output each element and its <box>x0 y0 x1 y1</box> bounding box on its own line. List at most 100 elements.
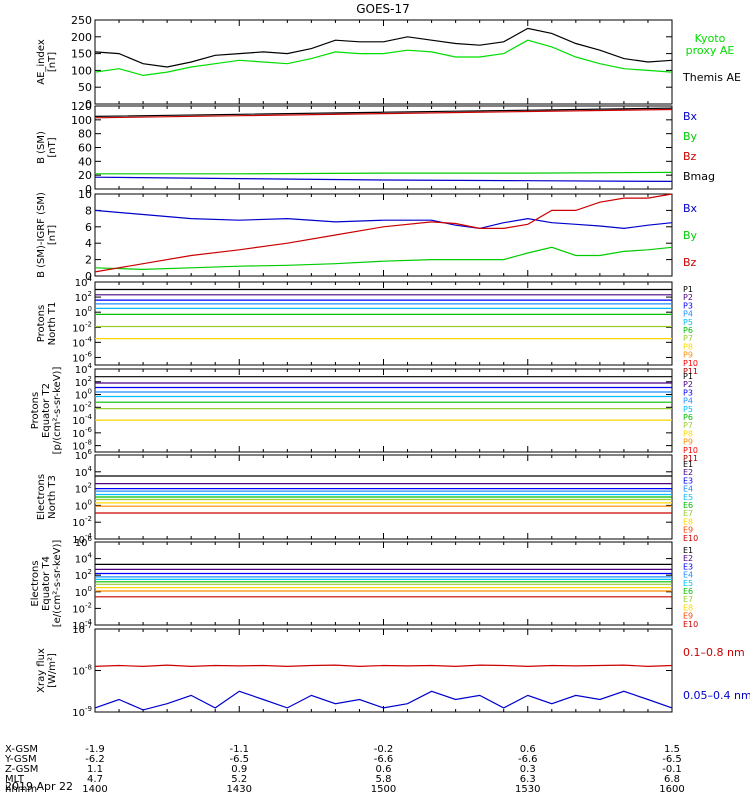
y-tick-label: 4 <box>85 237 92 250</box>
y-axis-label: Xray flux <box>36 648 47 693</box>
y-tick-label: 10-4 <box>72 532 92 546</box>
y-axis-label: Protons <box>36 305 47 342</box>
legend-entry: P3 <box>683 388 693 397</box>
y-tick-label: 6 <box>85 221 92 234</box>
legend-entry: Bx <box>683 202 698 215</box>
legend-entry: P1 <box>683 285 693 294</box>
x-axis-value: 5.2 <box>231 774 247 785</box>
legend-entry: E8 <box>683 517 693 526</box>
y-tick-label: 102 <box>75 290 92 304</box>
y-tick-label: 104 <box>75 552 93 566</box>
x-axis-value: 1600 <box>659 784 684 795</box>
x-axis-value: 1.5 <box>664 744 680 755</box>
series-bx <box>94 209 673 230</box>
legend-entry: E9 <box>683 526 693 535</box>
legend-entry: E3 <box>683 476 693 485</box>
y-tick-label: 100 <box>71 114 92 127</box>
legend-entry: P5 <box>683 318 693 327</box>
y-axis-label: [p/(cm²-s-sr-keV)] <box>52 367 63 455</box>
legend-entry: E6 <box>683 501 693 510</box>
legend-entry: Bz <box>683 150 697 163</box>
legend-entry: Themis AE <box>682 71 741 84</box>
legend-entry: P2 <box>683 293 693 302</box>
panel-ee: 10-4 10-2 100 102 104 106 Electrons Equator T4[… <box>30 535 698 632</box>
y-axis-label: Equator T2 <box>41 383 52 438</box>
legend-entry: P7 <box>683 334 693 343</box>
x-axis-value: 0.6 <box>520 744 536 755</box>
legend-entry: P4 <box>683 310 693 319</box>
y-tick-label: 10-8 <box>72 664 92 678</box>
x-axis-value: 1.1 <box>87 764 103 775</box>
panel-frame <box>94 193 673 277</box>
panel-frame <box>94 628 673 713</box>
x-axis-value: 0.9 <box>231 764 247 775</box>
legend-entry: P8 <box>683 429 693 438</box>
panel-frame <box>94 19 673 105</box>
date-label: 2019 Apr 22 <box>5 780 73 793</box>
y-tick-label: 100 <box>75 305 92 319</box>
legend-entry: E10 <box>683 534 698 543</box>
legend-entry: E1 <box>683 460 693 469</box>
x-axis-value: -6.5 <box>229 754 249 765</box>
legend-entry: P11 <box>683 367 698 376</box>
y-axis-label: North T1 <box>47 302 58 346</box>
x-axis-value: 1400 <box>82 784 107 795</box>
y-tick-label: 20 <box>78 169 92 182</box>
legend-entry: Bz <box>683 256 697 269</box>
y-axis-label: Electrons <box>30 560 41 606</box>
legend-entry: P9 <box>683 438 693 447</box>
y-tick-label: 10-6 <box>72 426 92 440</box>
legend-entry: Bmag <box>683 170 715 183</box>
y-tick-label: 104 <box>75 362 93 376</box>
x-axis-table: X-GSM -1.9 -1.1 -0.2 0.6 1.5 Y-GSM -6.2 -6.5 -6.6… <box>4 744 685 795</box>
y-tick-label: 10-2 <box>72 400 92 414</box>
y-axis-label: [e/(cm²-s-sr-keV)] <box>52 540 63 628</box>
y-tick-label: 100 <box>75 388 92 402</box>
x-axis-value: 1500 <box>371 784 396 795</box>
y-tick-label: 106 <box>75 535 93 549</box>
legend-entry: P6 <box>683 326 693 335</box>
legend-entry: By <box>683 130 698 143</box>
legend-entry: P11 <box>683 454 698 463</box>
y-tick-label: 150 <box>71 48 92 61</box>
legend-entry: P9 <box>683 351 693 360</box>
series-bz <box>94 193 673 273</box>
y-tick-label: 10-4 <box>72 413 92 427</box>
legend-entry: E5 <box>683 579 693 588</box>
x-axis-value: 6.8 <box>664 774 680 785</box>
legend-entry: 0.1–0.8 nm <box>683 646 745 659</box>
y-axis-label: Equator T4 <box>41 556 52 611</box>
x-axis-value: 1530 <box>515 784 540 795</box>
y-tick-label: 2 <box>85 254 92 267</box>
x-axis-value: 5.8 <box>376 774 392 785</box>
legend-entry: E8 <box>683 603 693 612</box>
x-axis-value: 4.7 <box>87 774 103 785</box>
y-axis-label: B (SM)-IGRF (SM) <box>36 192 47 278</box>
series-by <box>95 171 673 175</box>
panel-frame <box>94 541 673 626</box>
y-tick-label: 60 <box>78 142 92 155</box>
series-0-05-0-4-nm <box>94 690 673 711</box>
legend-entry: P2 <box>683 380 693 389</box>
panel-xray: 10-9 10-8 10-7 Xray flux [W/m²] 0.1–0.8 nm 0.0… <box>36 622 750 719</box>
y-tick-label: 0 <box>85 270 92 283</box>
series-0-1-0-8-nm <box>94 664 673 668</box>
legend-entry: P8 <box>683 342 693 351</box>
x-axis-row-label: X-GSM <box>5 744 38 755</box>
legend-entry: E9 <box>683 612 693 621</box>
series-bx <box>94 176 673 182</box>
series-bz <box>94 108 673 119</box>
x-axis-value: -6.2 <box>85 754 105 765</box>
y-tick-label: 100 <box>71 64 92 77</box>
x-axis-value: -6.6 <box>518 754 538 765</box>
series-themis-ae <box>94 27 673 68</box>
y-axis-label: North T3 <box>47 475 58 519</box>
y-axis-label: AE_index <box>36 39 47 85</box>
x-axis-row-label: Y-GSM <box>4 754 37 765</box>
y-tick-label: 10-6 <box>72 350 92 364</box>
legend-entry: By <box>683 229 698 242</box>
